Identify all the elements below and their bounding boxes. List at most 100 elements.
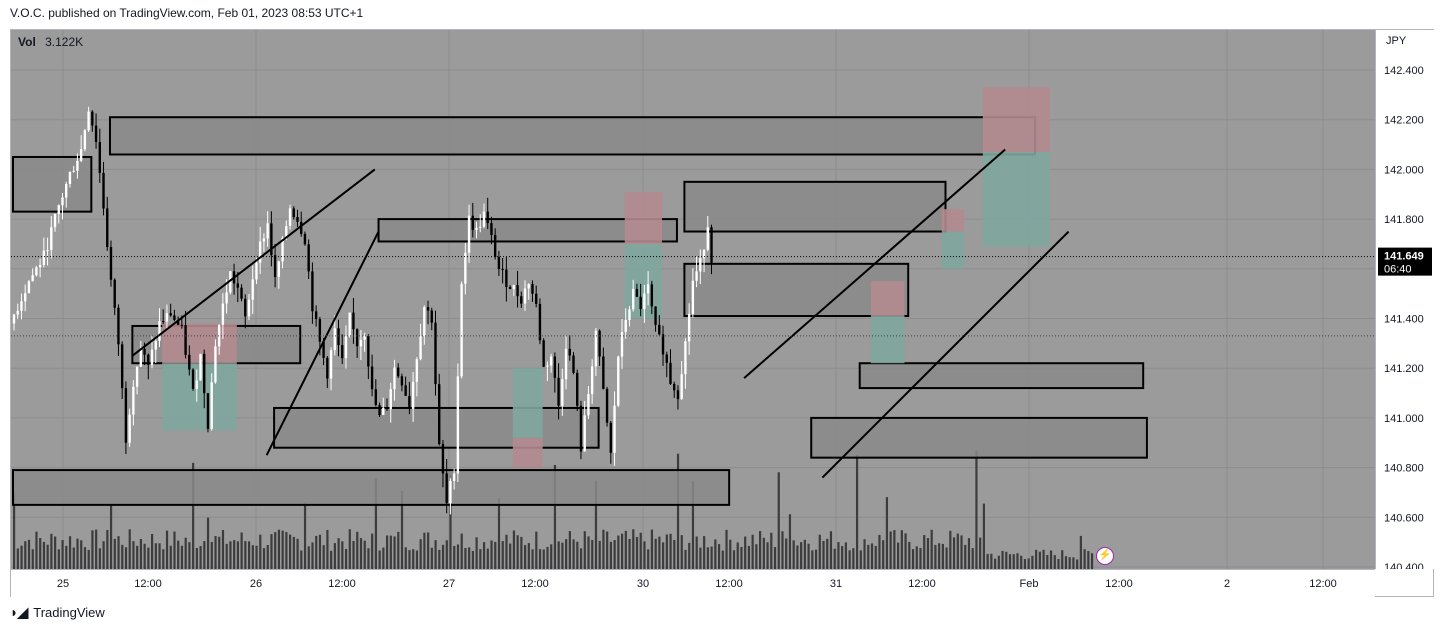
supply-demand-zone[interactable] bbox=[273, 406, 600, 449]
candle-up bbox=[79, 149, 83, 161]
volume-bar bbox=[147, 547, 150, 569]
volume-bar bbox=[151, 533, 154, 569]
candle-down bbox=[471, 215, 474, 230]
candle-up bbox=[706, 227, 709, 250]
candle-up bbox=[415, 359, 419, 382]
volume-bar bbox=[415, 550, 419, 569]
position-stop-zone[interactable] bbox=[941, 209, 965, 232]
time-tick-label: 12:00 bbox=[1309, 578, 1337, 590]
volume-bar bbox=[1076, 559, 1079, 569]
volume-bar bbox=[956, 533, 959, 569]
candle-up bbox=[281, 237, 284, 262]
volume-bar bbox=[333, 543, 336, 569]
time-tick-label: 25 bbox=[57, 578, 69, 590]
candle-up bbox=[617, 356, 620, 406]
volume-bar bbox=[904, 533, 907, 569]
time-tick-label: 12:00 bbox=[134, 578, 162, 590]
candle-up bbox=[27, 281, 31, 294]
volume-bar bbox=[400, 491, 404, 569]
volume-bar bbox=[404, 547, 407, 569]
volume-bar bbox=[729, 539, 732, 569]
candle-down bbox=[665, 354, 668, 363]
candle-down bbox=[173, 315, 176, 320]
supply-demand-zone[interactable] bbox=[858, 362, 1145, 390]
volume-bar bbox=[934, 544, 937, 569]
volume-bar bbox=[938, 543, 941, 569]
candle-down bbox=[311, 271, 314, 312]
candle-up bbox=[255, 262, 258, 280]
supply-demand-zone[interactable] bbox=[12, 469, 731, 506]
candle-down bbox=[508, 287, 512, 289]
volume-bar bbox=[509, 543, 512, 569]
position-target-zone[interactable] bbox=[982, 152, 1050, 247]
trendline[interactable] bbox=[743, 148, 1006, 379]
candle-down bbox=[147, 354, 150, 365]
supply-demand-zone[interactable] bbox=[683, 180, 947, 233]
volume-bar bbox=[296, 538, 299, 569]
volume-bar bbox=[471, 550, 474, 569]
candle-down bbox=[497, 256, 501, 269]
candle-up bbox=[285, 226, 288, 238]
candle-down bbox=[94, 125, 98, 142]
volume-bar bbox=[169, 545, 172, 569]
candle-down bbox=[203, 353, 206, 394]
volume-bar bbox=[911, 549, 915, 569]
trendline[interactable] bbox=[821, 230, 1070, 479]
trendline[interactable] bbox=[131, 168, 376, 357]
price-tick-label: 141.000 bbox=[1384, 413, 1424, 425]
candle-down bbox=[180, 324, 184, 326]
volume-bar bbox=[184, 537, 187, 569]
volume-bar bbox=[982, 503, 985, 569]
candle-up bbox=[363, 335, 366, 340]
price-chart[interactable] bbox=[11, 30, 1375, 569]
volume-bar bbox=[822, 540, 825, 569]
time-tick-label: 2 bbox=[1224, 578, 1230, 590]
position-target-zone[interactable] bbox=[512, 368, 543, 438]
volume-bar bbox=[781, 531, 784, 569]
volume-bar bbox=[1042, 549, 1045, 569]
volume-bar bbox=[501, 541, 504, 569]
candle-down bbox=[244, 298, 247, 317]
volume-bar bbox=[1079, 535, 1082, 569]
supply-demand-zone[interactable] bbox=[810, 416, 1148, 459]
position-target-zone[interactable] bbox=[941, 231, 965, 269]
volume-bar bbox=[337, 538, 340, 569]
volume-bar bbox=[654, 538, 657, 569]
volume-bar bbox=[173, 531, 176, 569]
candle-down bbox=[378, 405, 381, 416]
chart-plot-area[interactable] bbox=[11, 30, 1375, 569]
candle-down bbox=[557, 377, 560, 406]
candle-up bbox=[247, 299, 251, 317]
volume-bar bbox=[386, 535, 389, 569]
candle-down bbox=[296, 217, 299, 222]
lightning-icon[interactable]: ⚡ bbox=[1096, 547, 1114, 565]
volume-bar bbox=[1068, 557, 1071, 569]
price-tick-label: 142.200 bbox=[1384, 115, 1424, 127]
position-target-zone[interactable] bbox=[870, 316, 905, 364]
position-stop-zone[interactable] bbox=[512, 437, 543, 468]
volume-bar bbox=[229, 541, 232, 569]
candle-up bbox=[523, 288, 527, 304]
volume-bar bbox=[441, 544, 445, 569]
volume-bar bbox=[647, 549, 650, 569]
volume-bar bbox=[960, 535, 963, 569]
last-price-value: 141.649 bbox=[1384, 251, 1424, 263]
position-stop-zone[interactable] bbox=[870, 281, 905, 317]
volume-bar bbox=[609, 541, 612, 569]
volume-bar bbox=[117, 536, 120, 569]
volume-bar bbox=[83, 547, 87, 569]
last-price-badge bbox=[1378, 247, 1432, 276]
supply-demand-zone[interactable] bbox=[12, 155, 93, 213]
position-stop-zone[interactable] bbox=[624, 191, 663, 244]
supply-demand-zone[interactable] bbox=[377, 218, 678, 243]
volume-bar bbox=[210, 541, 213, 569]
volume-bar bbox=[124, 547, 128, 569]
volume-bar bbox=[128, 529, 131, 569]
volume-bar bbox=[374, 478, 378, 569]
time-axis[interactable]: 25 12:00 26 12:00 27 12:00 30 12:00 31 12:00 Feb 12… bbox=[11, 569, 1375, 597]
supply-demand-zone[interactable] bbox=[108, 116, 1037, 156]
candle-up bbox=[158, 321, 161, 341]
position-stop-zone[interactable] bbox=[982, 87, 1050, 153]
trendline[interactable] bbox=[265, 231, 380, 456]
price-axis[interactable]: JPY142.400142.200142.000141.800141.60014… bbox=[1375, 30, 1434, 574]
